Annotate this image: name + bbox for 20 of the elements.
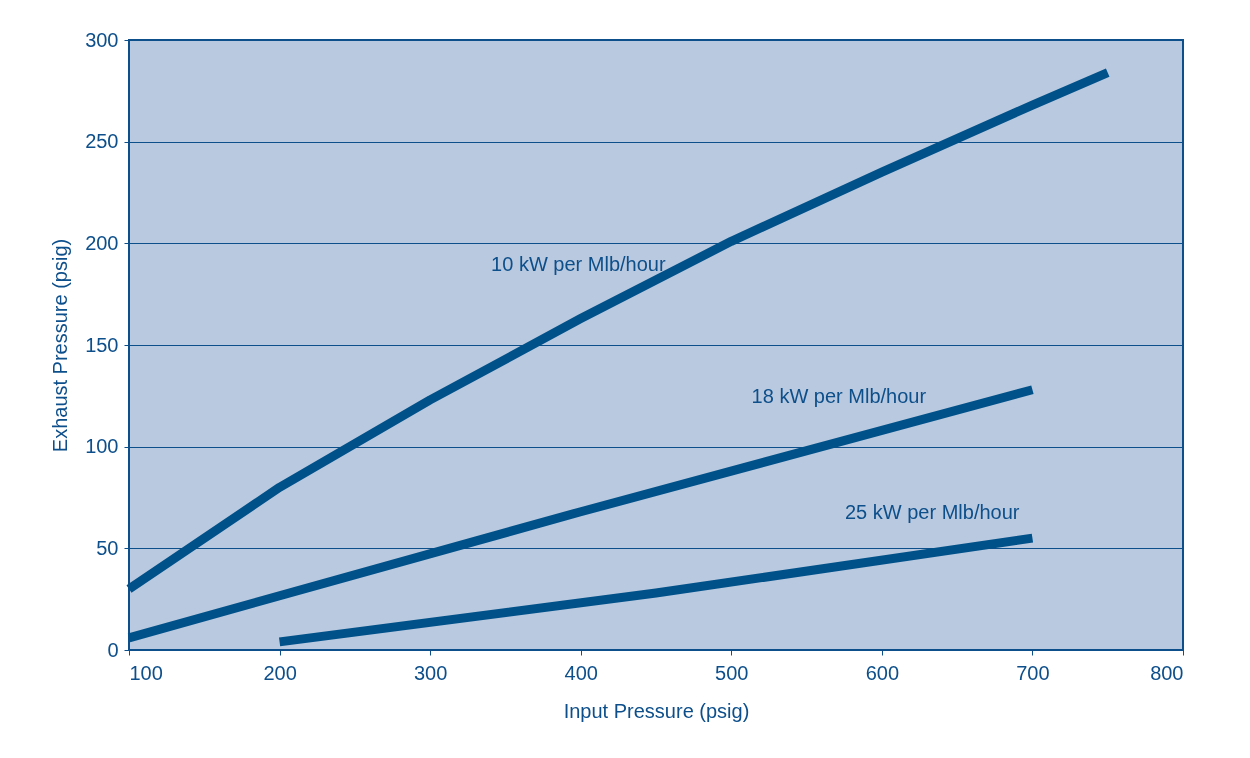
x-axis-title: Input Pressure (psig) <box>563 699 750 722</box>
x-tick-label: 400 <box>564 661 598 684</box>
y-tick-label: 100 <box>85 435 119 458</box>
series-label: 25 kW per Mlb/hour <box>844 500 1020 523</box>
series-label: 18 kW per Mlb/hour <box>751 385 927 408</box>
y-tick-label: 50 <box>96 536 119 559</box>
x-tick-label: 600 <box>865 661 900 684</box>
series-label: 10 kW per Mlb/hour <box>491 253 666 276</box>
y-tick-label: 300 <box>85 28 119 51</box>
y-tick-label: 250 <box>85 130 119 153</box>
y-tick-label: 200 <box>85 231 119 254</box>
x-tick-label: 700 <box>1016 661 1050 684</box>
x-tick-label: 500 <box>715 661 749 684</box>
x-tick-label: 100 <box>129 661 163 684</box>
x-tick-label: 800 <box>1150 661 1184 684</box>
y-tick-label: 150 <box>85 333 119 356</box>
y-tick-label: 0 <box>107 638 119 661</box>
x-tick-label: 300 <box>413 661 448 684</box>
x-tick-label: 200 <box>263 661 297 684</box>
y-axis-title: Exhaust Pressure (psig) <box>49 238 72 453</box>
